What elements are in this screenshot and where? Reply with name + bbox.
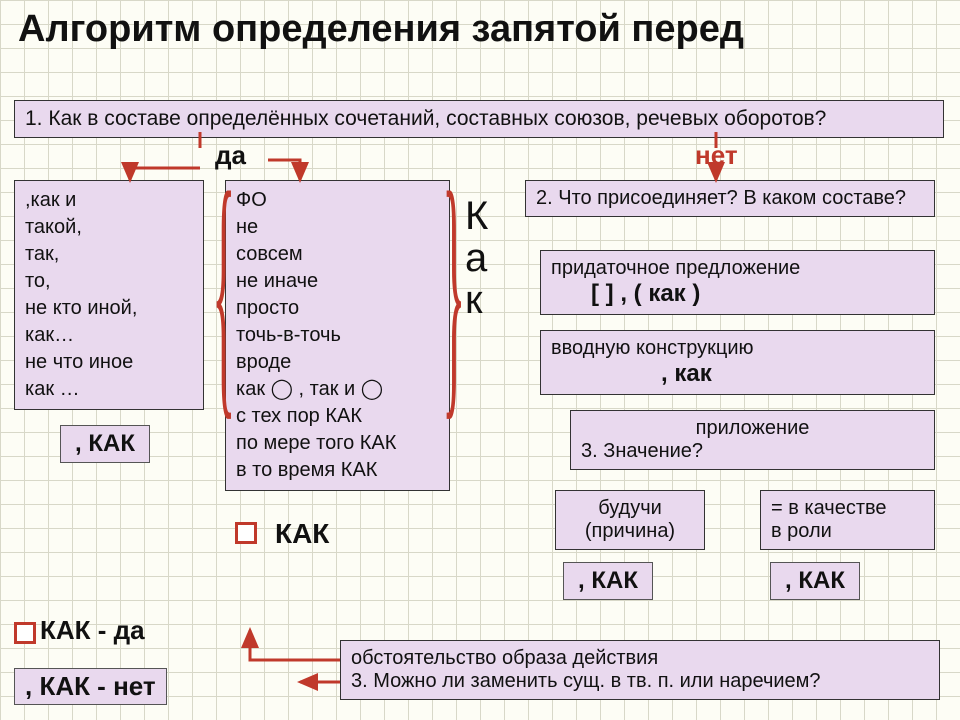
pridat-formula: [ ] , ( как ) <box>551 280 924 308</box>
kak-badge-kachestvo: , КАК <box>770 562 860 600</box>
kak-badge-buduchi: , КАК <box>563 562 653 600</box>
kak-vertical: К а к <box>465 195 488 321</box>
pridat-title: придаточное предложение <box>551 257 924 280</box>
vvod-formula: , как <box>551 360 924 388</box>
middle-combinations: ФО не совсем не иначе просто точь-в-точь… <box>225 180 450 491</box>
bottom-question: обстоятельство образа действия 3. Можно … <box>340 640 940 700</box>
left-combinations: ,как и такой, так, то, не кто иной, как…… <box>14 180 204 410</box>
priloj-title: приложение <box>581 417 924 440</box>
kak-badge-left: , КАК <box>60 425 150 463</box>
page-title: Алгоритм определения запятой перед <box>18 8 744 51</box>
priloj-q: 3. Значение? <box>581 440 924 463</box>
redbox-mid <box>235 522 257 544</box>
pridat-box: придаточное предложение [ ] , ( как ) <box>540 250 935 315</box>
buduchi-box: будучи (причина) <box>555 490 705 550</box>
question-2: 2. Что присоединяет? В каком составе? <box>525 180 935 217</box>
vvod-box: вводную конструкцию , как <box>540 330 935 395</box>
kak-da: КАК - да <box>40 615 145 646</box>
label-net: нет <box>695 140 738 171</box>
kak-plain-mid: КАК <box>275 518 329 550</box>
redbox-da <box>14 622 36 644</box>
label-da: да <box>215 140 246 171</box>
vvod-title: вводную конструкцию <box>551 337 924 360</box>
question-1: 1. Как в составе определённых сочетаний,… <box>14 100 944 138</box>
kak-net: , КАК - нет <box>14 668 167 705</box>
priloj-box: приложение 3. Значение? <box>570 410 935 470</box>
kachestvo-box: = в качестве в роли <box>760 490 935 550</box>
